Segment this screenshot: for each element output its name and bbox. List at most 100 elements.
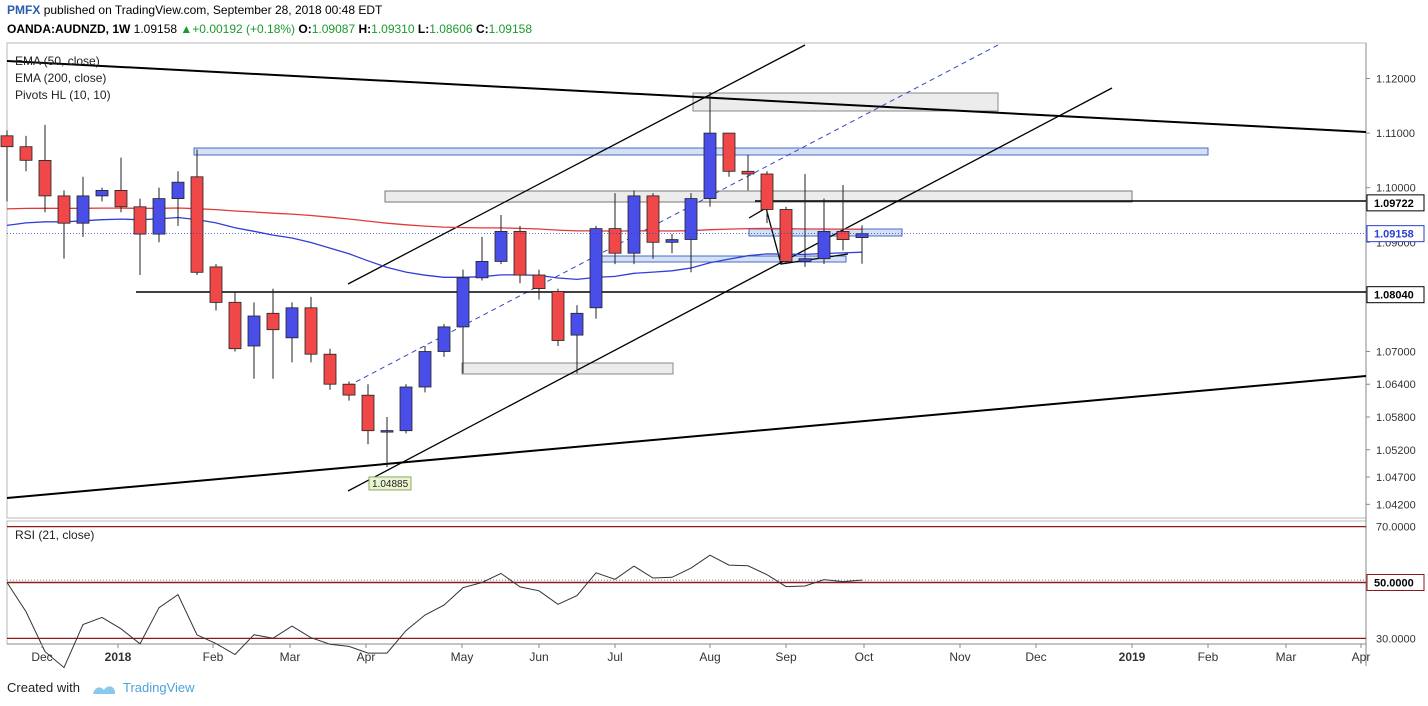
candle bbox=[133, 198, 147, 276]
zone-rectangles[interactable] bbox=[193, 92, 1209, 375]
bear-candle-body bbox=[209, 266, 223, 303]
time-tick-label: Jul bbox=[607, 650, 622, 664]
candle bbox=[285, 302, 299, 363]
pivot-low-label: 1.04885 bbox=[372, 479, 409, 490]
time-tick-label: Sep bbox=[775, 650, 797, 664]
time-tick-label: 2018 bbox=[105, 650, 132, 664]
time-tick-label: Mar bbox=[1276, 650, 1297, 664]
candle bbox=[798, 174, 812, 267]
long-uptrend-line[interactable] bbox=[6, 375, 1367, 499]
candle bbox=[57, 190, 71, 259]
bear-candle-body bbox=[133, 206, 147, 235]
bull-candle-body bbox=[152, 198, 166, 235]
publisher-name[interactable]: PMFX bbox=[7, 3, 41, 17]
bear-candle-body bbox=[513, 230, 527, 276]
bear-candle-body bbox=[266, 312, 280, 331]
bear-candle-body bbox=[304, 307, 318, 355]
ema200-line bbox=[6, 207, 863, 232]
bull-candle-body bbox=[855, 233, 869, 238]
ema-lines bbox=[6, 207, 863, 281]
candle bbox=[76, 176, 90, 237]
bear-candle-body bbox=[608, 228, 622, 254]
tradingview-link[interactable]: TradingView bbox=[123, 680, 195, 695]
price-tick-label: 1.05200 bbox=[1376, 445, 1416, 457]
bull-candle-body bbox=[76, 195, 90, 224]
high-value: 1.09310 bbox=[371, 22, 415, 36]
candle bbox=[608, 193, 622, 265]
bull-candle-body bbox=[494, 230, 508, 262]
candle bbox=[19, 135, 33, 172]
low-value: 1.08606 bbox=[429, 22, 473, 36]
time-tick-label: Mar bbox=[280, 650, 301, 664]
price-marker-label: 1.09158 bbox=[1374, 229, 1414, 241]
bear-candle-body bbox=[190, 176, 204, 273]
long-downtrend-line[interactable] bbox=[6, 60, 1367, 133]
candle bbox=[247, 302, 261, 379]
open-value: 1.09087 bbox=[311, 22, 356, 36]
bear-candle-body bbox=[323, 353, 337, 385]
bear-candle-body bbox=[532, 274, 546, 290]
bear-candle-body bbox=[0, 135, 14, 148]
trendlines[interactable] bbox=[6, 44, 1367, 499]
candles bbox=[0, 92, 869, 467]
last-price: 1.09158 bbox=[133, 22, 178, 36]
candle bbox=[589, 225, 603, 319]
candle bbox=[456, 269, 470, 374]
candle bbox=[399, 384, 413, 434]
publish-header: PMFX published on TradingView.com, Septe… bbox=[7, 3, 382, 17]
axis-labels: 1.120001.110001.100001.090001.070001.064… bbox=[7, 73, 1425, 664]
candle bbox=[266, 288, 280, 379]
bear-candle-body bbox=[361, 394, 375, 432]
candle bbox=[494, 214, 508, 265]
high-label: H: bbox=[358, 22, 372, 36]
price-marker-label: 1.08040 bbox=[1374, 290, 1414, 302]
price-tick-label: 1.06400 bbox=[1376, 379, 1416, 391]
time-tick-label: Oct bbox=[855, 650, 874, 664]
pattern-polyline[interactable] bbox=[748, 207, 849, 265]
time-tick-label: Dec bbox=[31, 650, 52, 664]
time-tick-label: May bbox=[451, 650, 474, 664]
indicator-legend-item: EMA (50, close) bbox=[15, 54, 100, 68]
candle bbox=[380, 416, 394, 467]
rsi-tick-label: 70.0000 bbox=[1376, 522, 1416, 534]
channel-lower-line[interactable] bbox=[347, 87, 1113, 492]
resistance-zone-blue[interactable] bbox=[193, 147, 1209, 156]
candle bbox=[817, 198, 831, 265]
bull-candle-body bbox=[95, 189, 109, 197]
open-label: O: bbox=[298, 22, 312, 36]
candle bbox=[646, 193, 660, 259]
price-tick-label: 1.04700 bbox=[1376, 472, 1416, 484]
bull-candle-body bbox=[475, 260, 489, 279]
candle bbox=[570, 305, 584, 374]
rsi-lines bbox=[6, 525, 1366, 669]
candle bbox=[418, 346, 432, 393]
candle bbox=[760, 171, 774, 224]
time-tick-label: Jun bbox=[529, 650, 548, 664]
resistance-zone-mid[interactable] bbox=[384, 190, 1133, 203]
bull-candle-body bbox=[418, 351, 432, 388]
candle bbox=[741, 154, 755, 191]
channel-upper-line[interactable] bbox=[347, 44, 806, 285]
price-change: +0.00192 (+0.18%) bbox=[192, 22, 296, 36]
bull-candle-body bbox=[817, 230, 831, 260]
rsi-tick-label: 30.0000 bbox=[1376, 633, 1416, 645]
bear-candle-body bbox=[342, 383, 356, 396]
price-tick-label: 1.10000 bbox=[1376, 183, 1416, 195]
current-price-marker bbox=[1366, 225, 1425, 243]
candle bbox=[342, 381, 356, 401]
candle bbox=[323, 348, 337, 390]
bull-candle-body bbox=[684, 198, 698, 240]
resistance-zone-top[interactable] bbox=[692, 92, 999, 112]
rsi-level-marker bbox=[1366, 574, 1425, 591]
publish-info: published on TradingView.com, September … bbox=[43, 3, 383, 17]
time-tick-label: Nov bbox=[949, 650, 970, 664]
bull-candle-body bbox=[171, 181, 185, 199]
bear-candle-body bbox=[114, 189, 128, 208]
support-zone-low[interactable] bbox=[461, 362, 674, 375]
close-value: 1.09158 bbox=[488, 22, 532, 36]
time-tick-label: 2019 bbox=[1119, 650, 1146, 664]
time-tick-label: Aug bbox=[699, 650, 720, 664]
bull-candle-body bbox=[285, 307, 299, 339]
rsi-level-label: 50.0000 bbox=[1374, 578, 1414, 590]
